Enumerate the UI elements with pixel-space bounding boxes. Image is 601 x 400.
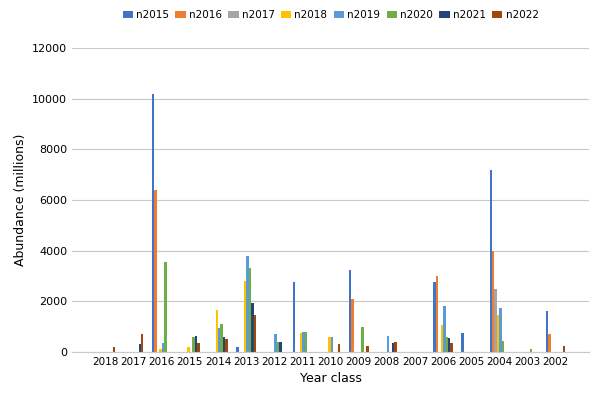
Bar bbox=[274, 334, 276, 352]
Bar bbox=[243, 281, 246, 352]
Bar bbox=[141, 334, 144, 352]
Bar bbox=[441, 326, 443, 352]
Bar bbox=[216, 310, 218, 352]
Bar bbox=[497, 315, 499, 352]
Bar bbox=[154, 190, 157, 352]
Bar bbox=[445, 337, 448, 352]
Bar bbox=[152, 94, 154, 352]
Bar bbox=[328, 337, 331, 352]
Bar bbox=[113, 347, 115, 352]
Bar bbox=[300, 333, 302, 352]
Bar bbox=[302, 332, 305, 352]
Bar bbox=[499, 308, 502, 352]
Bar bbox=[138, 344, 141, 352]
Bar bbox=[162, 343, 164, 352]
Bar bbox=[448, 338, 451, 352]
Bar bbox=[530, 350, 532, 352]
X-axis label: Year class: Year class bbox=[300, 372, 361, 386]
Bar bbox=[225, 339, 228, 352]
Bar bbox=[366, 346, 368, 352]
Bar bbox=[251, 302, 254, 352]
Bar bbox=[433, 282, 436, 352]
Bar bbox=[352, 299, 354, 352]
Bar bbox=[394, 342, 397, 352]
Bar bbox=[548, 334, 551, 352]
Bar bbox=[254, 315, 256, 352]
Bar bbox=[188, 347, 190, 352]
Bar bbox=[197, 343, 200, 352]
Bar bbox=[195, 336, 197, 352]
Bar bbox=[279, 342, 282, 352]
Bar bbox=[392, 343, 394, 352]
Bar bbox=[159, 350, 162, 352]
Bar bbox=[502, 341, 504, 352]
Bar bbox=[361, 327, 364, 352]
Bar bbox=[495, 289, 497, 352]
Bar bbox=[305, 332, 307, 352]
Bar bbox=[236, 347, 239, 352]
Y-axis label: Abundance (millions): Abundance (millions) bbox=[14, 134, 26, 266]
Bar bbox=[218, 328, 221, 352]
Bar bbox=[246, 256, 249, 352]
Legend: n2015, n2016, n2017, n2018, n2019, n2020, n2021, n2022: n2015, n2016, n2017, n2018, n2019, n2020… bbox=[118, 6, 543, 24]
Bar bbox=[164, 262, 166, 352]
Bar bbox=[331, 337, 333, 352]
Bar bbox=[546, 312, 548, 352]
Bar bbox=[338, 344, 340, 352]
Bar bbox=[192, 337, 195, 352]
Bar bbox=[451, 343, 453, 352]
Bar bbox=[492, 251, 495, 352]
Bar bbox=[276, 342, 279, 352]
Bar bbox=[436, 276, 438, 352]
Bar bbox=[223, 337, 225, 352]
Bar bbox=[293, 282, 295, 352]
Bar bbox=[349, 270, 352, 352]
Bar bbox=[221, 324, 223, 352]
Bar bbox=[387, 336, 389, 352]
Bar bbox=[462, 333, 464, 352]
Bar bbox=[443, 306, 445, 352]
Bar bbox=[563, 346, 566, 352]
Bar bbox=[249, 268, 251, 352]
Bar bbox=[490, 170, 492, 352]
